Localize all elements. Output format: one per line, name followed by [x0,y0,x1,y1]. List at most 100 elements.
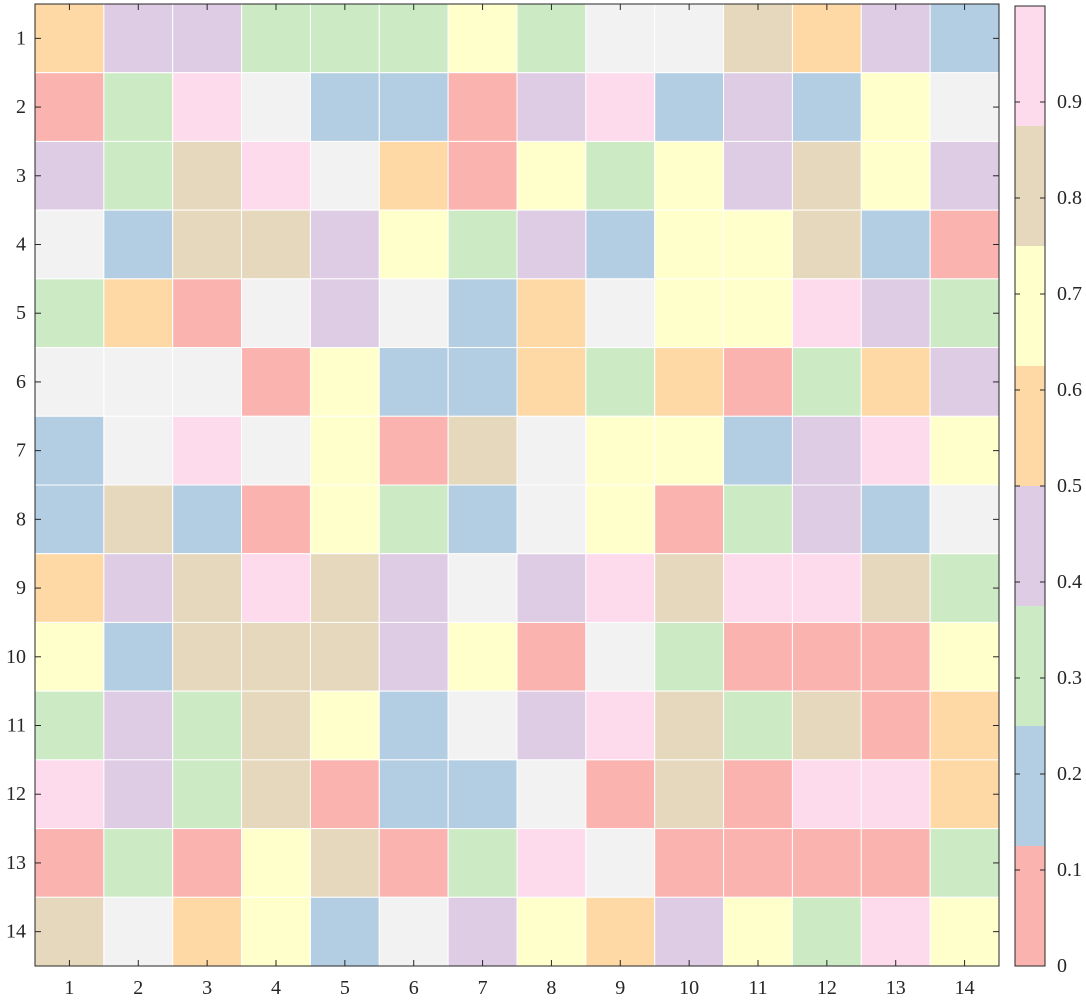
heatmap-cell-r7-c9 [585,415,656,486]
heatmap-cell-r14-c8 [516,896,587,967]
heatmap-cell-r4-c10 [654,209,725,280]
heatmap-cell-r1-c1 [34,3,105,74]
heatmap-cell-r6-c14 [929,347,1000,417]
heatmap-cell-r1-c13 [860,3,931,74]
colorbar-segment-6 [1015,246,1045,366]
heatmap-cell-r10-c10 [654,621,725,692]
x-tick-label: 1 [64,977,74,999]
heatmap-cell-r7-c5 [309,415,380,486]
x-tick-label: 13 [886,977,906,999]
heatmap-cell-r10-c4 [241,621,311,692]
heatmap-cell-r13-c5 [309,828,380,898]
y-tick-label: 10 [6,646,26,668]
heatmap-cell-r4-c4 [241,209,311,280]
heatmap-cell-r3-c3 [172,140,243,211]
heatmap-cell-r9-c3 [172,553,243,623]
heatmap-cell-r3-c1 [34,140,105,211]
heatmap-cell-r14-c7 [447,896,518,967]
heatmap-cell-r12-c10 [654,759,725,830]
heatmap-cell-r6-c8 [516,347,587,417]
heatmap-cell-r2-c10 [654,72,725,142]
colorbar-segment-4 [1015,486,1045,606]
colorbar-segment-8 [1015,6,1045,126]
heatmap-cell-r6-c1 [34,347,105,417]
heatmap-cell-r13-c3 [172,828,243,898]
colorbar-segment-5 [1015,366,1045,486]
heatmap-cell-r10-c13 [860,621,931,692]
heatmap-cell-r13-c8 [516,828,587,898]
heatmap-cell-r4-c11 [723,209,793,280]
heatmap-cell-r5-c12 [791,278,862,349]
colorbar-segment-7 [1015,126,1045,246]
heatmap-cell-r13-c4 [241,828,311,898]
heatmap-cell-r14-c6 [378,896,449,967]
heatmap-cell-r1-c14 [929,3,1000,74]
heatmap-cells [34,3,1000,967]
heatmap-cell-r9-c1 [34,553,105,623]
y-tick-label: 1 [16,27,26,49]
axis-ticks [35,4,999,966]
x-tick-label: 14 [955,977,975,999]
heatmap-cell-r13-c6 [378,828,449,898]
heatmap-cell-r14-c12 [791,896,862,967]
colorbar-segment-2 [1015,726,1045,846]
colorbar: 0 0.1 0.2 0.3 0.4 0.5 0.6 0.7 0.8 0.9 [1014,5,1082,977]
heatmap-cell-r2-c13 [860,72,931,142]
heatmap-cell-r4-c12 [791,209,862,280]
colorbar-tick-label: 0.7 [1057,283,1082,305]
heatmap-cell-r1-c2 [103,3,174,74]
y-tick-label: 7 [16,440,26,462]
heatmap-cell-r14-c1 [34,896,105,967]
heatmap-cell-r2-c1 [34,72,105,142]
heatmap-cell-r9-c10 [654,553,725,623]
heatmap-cell-r8-c13 [860,484,931,555]
heatmap-cell-r8-c10 [654,484,725,555]
heatmap-cell-r11-c14 [929,690,1000,761]
heatmap-cell-r12-c1 [34,759,105,830]
heatmap-cell-r5-c3 [172,278,243,349]
heatmap-cell-r9-c7 [447,553,518,623]
heatmap-cell-r1-c3 [172,3,243,74]
heatmap-cell-r5-c2 [103,278,174,349]
heatmap-cell-r9-c6 [378,553,449,623]
y-tick-label: 13 [6,852,26,874]
heatmap-cell-r8-c8 [516,484,587,555]
heatmap-cell-r3-c10 [654,140,725,211]
heatmap-cell-r10-c5 [309,621,380,692]
heatmap-cell-r12-c12 [791,759,862,830]
heatmap-cell-r3-c4 [241,140,311,211]
heatmap-cell-r3-c14 [929,140,1000,211]
heatmap-cell-r6-c4 [241,347,311,417]
heatmap-cell-r14-c3 [172,896,243,967]
x-tick-label: 4 [271,977,281,999]
heatmap-cell-r12-c4 [241,759,311,830]
heatmap-cell-r5-c10 [654,278,725,349]
heatmap-cell-r9-c11 [723,553,793,623]
colorbar-tick-label: 0.6 [1057,379,1082,401]
colorbar-tick-label: 0 [1057,955,1067,977]
y-tick-label: 9 [16,577,26,599]
heatmap-cell-r7-c12 [791,415,862,486]
colorbar-segment-1 [1015,846,1045,966]
colorbar-tick-label: 0.9 [1057,91,1082,113]
heatmap-cell-r8-c9 [585,484,656,555]
heatmap-cell-r13-c1 [34,828,105,898]
y-tick-label: 8 [16,508,26,530]
heatmap-cell-r10-c1 [34,621,105,692]
heatmap-cell-r12-c7 [447,759,518,830]
heatmap-cell-r5-c14 [929,278,1000,349]
heatmap-cell-r10-c11 [723,621,793,692]
heatmap-cell-r10-c7 [447,621,518,692]
colorbar-tick-label: 0.3 [1057,667,1082,689]
heatmap-cell-r3-c13 [860,140,931,211]
heatmap-cell-r3-c2 [103,140,174,211]
heatmap-cell-r1-c9 [585,3,656,74]
heatmap-cell-r11-c11 [723,690,793,761]
heatmap-cell-r14-c14 [929,896,1000,967]
heatmap-cell-r7-c11 [723,415,793,486]
heatmap-cell-r4-c9 [585,209,656,280]
heatmap-cell-r11-c7 [447,690,518,761]
heatmap-cell-r7-c13 [860,415,931,486]
heatmap-cell-r4-c8 [516,209,587,280]
heatmap-cell-r2-c3 [172,72,243,142]
